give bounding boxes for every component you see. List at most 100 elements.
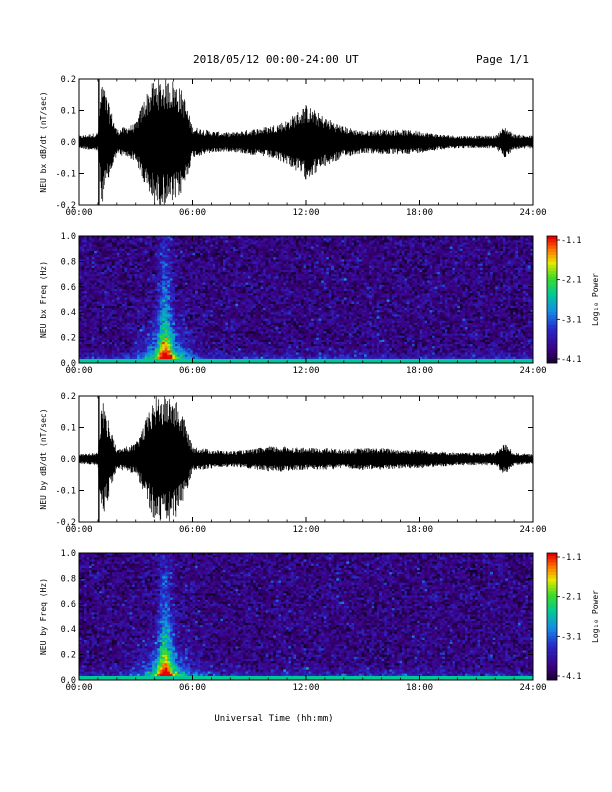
spectrogram-cells <box>162 324 165 328</box>
spectrogram-cells <box>321 350 324 353</box>
spectrogram-cells <box>159 646 163 649</box>
spectrogram-cells <box>157 341 160 345</box>
spectrogram-cells <box>164 660 168 664</box>
y-tick-label: 0.1 <box>61 107 76 117</box>
spectrogram-cells <box>159 343 163 347</box>
colorbar-swatch <box>547 597 557 601</box>
colorbar-swatch <box>547 587 557 592</box>
spectrogram-cells <box>167 654 170 657</box>
colorbar-swatch <box>547 606 557 611</box>
spectrogram-cells <box>157 352 160 355</box>
spectrogram-cells <box>162 663 165 666</box>
colorbar-swatch <box>547 572 557 576</box>
spectrogram-cells <box>167 669 170 672</box>
spectrogram-cells <box>167 635 170 638</box>
spectrogram-cells <box>154 660 173 672</box>
colorbar-swatch <box>547 334 557 338</box>
spectrogram-cells <box>172 352 176 355</box>
spectrogram-cells <box>86 553 488 666</box>
spectrogram-cells <box>167 629 170 632</box>
panel-4: -1.1 -2.1 -3.1 -4.1 Log₁₀ Power 00:00 06:00 12:… <box>39 549 600 693</box>
spectrogram-cells <box>94 553 521 674</box>
spectrogram-cells <box>162 341 165 345</box>
colorbar-swatch <box>547 305 557 310</box>
spectrogram-cells <box>152 673 155 676</box>
colorbar-label: Log₁₀ Power <box>591 590 600 643</box>
spectrogram-cells <box>164 341 168 345</box>
colorbar-swatch <box>547 331 557 335</box>
colorbar-tick-label: -1.1 <box>561 236 581 246</box>
spectrogram-cells <box>159 354 163 357</box>
panel-2: -1.1 -2.1 -3.1 -4.1 Log₁₀ Power 00:00 06:00 12:… <box>39 232 600 376</box>
spectrogram-cells <box>157 671 160 674</box>
spectrogram-cells <box>169 639 173 643</box>
y-tick-label: 0.0 <box>61 676 76 686</box>
spectrogram-cells <box>164 350 168 353</box>
spectrogram-cells <box>177 346 181 349</box>
y-tick-label: 0.2 <box>61 392 76 402</box>
colorbar-swatch <box>547 318 557 323</box>
colorbar-swatch <box>547 328 557 332</box>
x-tick-label: 00:00 <box>65 366 92 376</box>
colorbar-swatch <box>547 356 557 361</box>
colorbar-swatch <box>547 654 557 659</box>
spectrogram-cells <box>169 348 173 351</box>
colorbar-swatch <box>547 657 557 662</box>
spectrogram-cells <box>154 650 173 664</box>
colorbar-swatch <box>547 286 557 291</box>
spectrogram-cells <box>242 356 246 359</box>
colorbar-swatch <box>547 248 557 253</box>
colorbar-swatch <box>547 312 557 316</box>
spectrogram-cells <box>114 236 501 343</box>
spectrogram-cells <box>157 341 170 351</box>
spectrogram-cells <box>184 673 188 676</box>
colorbar-swatch <box>547 568 557 573</box>
spectrogram-cells <box>512 307 516 311</box>
colorbar-swatch <box>547 296 557 300</box>
colorbar-label: Log₁₀ Power <box>591 273 600 326</box>
spectrogram-cells <box>84 236 531 359</box>
spectrogram-cells <box>172 354 176 357</box>
spectrogram-cells <box>177 673 181 676</box>
spectrogram-cells <box>157 669 160 672</box>
spectrogram-cells <box>154 665 158 668</box>
y-tick-label: -0.2 <box>56 201 76 211</box>
x-tick-label: 18:00 <box>406 525 433 535</box>
spectrogram-cells <box>169 341 173 345</box>
spectrogram-cells <box>152 667 155 670</box>
colorbar-swatch <box>547 651 557 655</box>
y-tick-label: 0.2 <box>61 75 76 85</box>
spectrogram-cells <box>144 673 148 676</box>
colorbar-swatch <box>547 641 557 646</box>
colorbar-swatch <box>547 619 557 624</box>
spectrogram-cells <box>167 644 173 657</box>
spectrogram-cells <box>174 671 178 674</box>
spectrogram-cells <box>152 671 155 674</box>
y-tick-label: -0.1 <box>56 170 76 180</box>
colorbar-tick-label: -2.1 <box>561 593 581 603</box>
y-tick-label: 0.0 <box>61 455 76 465</box>
spectrogram-cells <box>336 595 339 598</box>
colorbar-swatch <box>547 255 557 259</box>
colorbar-swatch <box>547 629 557 633</box>
spectrogram-cells <box>164 346 168 349</box>
spectrogram-cells <box>81 236 526 357</box>
colorbar-swatch <box>547 562 557 566</box>
plot-area <box>79 396 533 522</box>
spectrogram-cells <box>167 284 170 287</box>
x-tick-label: 06:00 <box>179 525 206 535</box>
spectrogram-cells <box>157 665 160 668</box>
spectrogram-cells <box>164 644 173 649</box>
spectrogram-cells <box>169 669 173 672</box>
spectrogram-cells <box>159 648 163 651</box>
spectrogram-cells <box>167 663 170 666</box>
spectrogram-cells <box>147 671 150 674</box>
spectrogram-cells <box>101 553 516 670</box>
spectrogram-cells <box>172 665 176 668</box>
colorbar-swatch <box>547 584 557 589</box>
colorbar-swatch <box>547 645 557 649</box>
plot-area <box>79 236 533 363</box>
spectrogram-cells <box>159 633 163 636</box>
spectrogram-cells <box>162 620 165 624</box>
spectrogram-cells <box>169 667 173 670</box>
